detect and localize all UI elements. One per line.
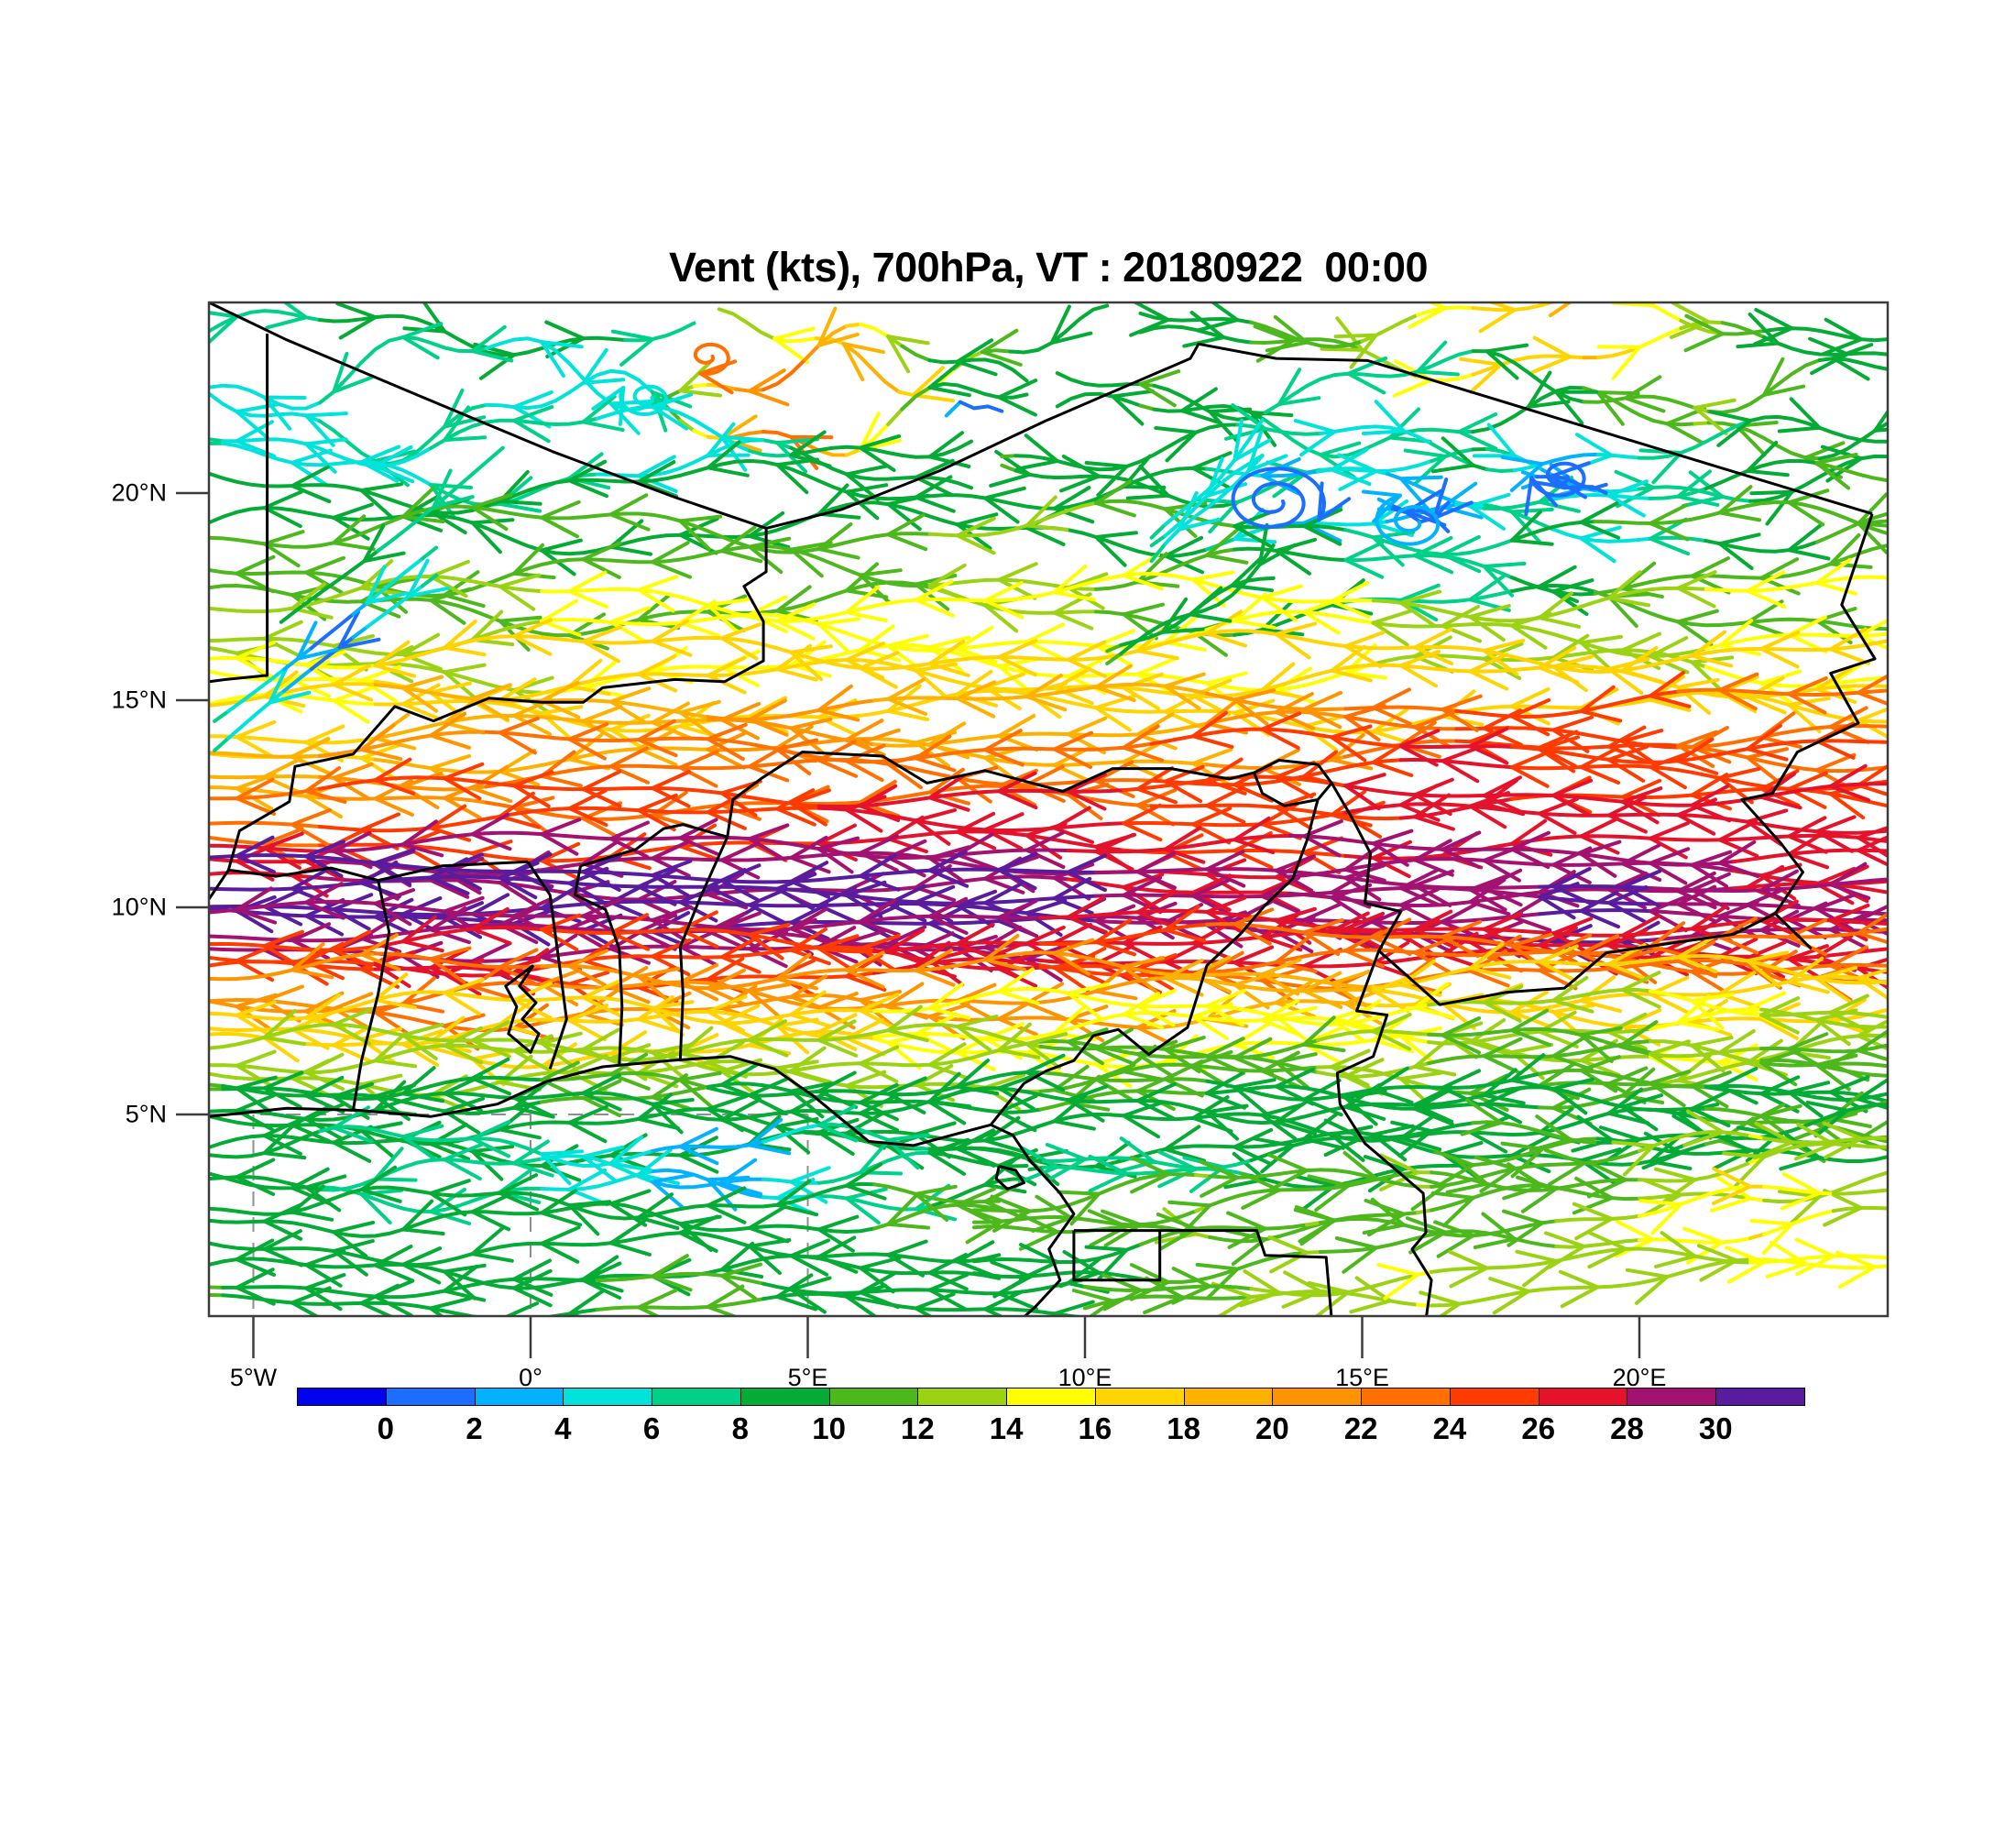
colorbar-tick-label: 30 (1698, 1411, 1733, 1445)
lon-tick-label: 0° (519, 1364, 542, 1391)
border-ghana-togo (526, 861, 568, 1070)
colorbar-tick-label: 26 (1521, 1411, 1556, 1445)
border-chad-sudan (1740, 513, 1877, 950)
colorbar-tick-label: 18 (1167, 1411, 1200, 1445)
lon-tick-label: 20°E (1612, 1364, 1667, 1391)
border-togo-benin (573, 865, 624, 1065)
lon-tick-label: 5°E (787, 1364, 828, 1391)
colorbar-cell (385, 1388, 476, 1406)
border-gulf-of-guinea-coast (209, 1055, 1076, 1316)
border-chad-cameroon-car (1330, 782, 1776, 1006)
colorbar-cell (1449, 1388, 1539, 1406)
lon-tick-label: 5°W (229, 1364, 278, 1391)
border-bioko-island (994, 1165, 1025, 1191)
colorbar-tick-label: 2 (466, 1411, 483, 1445)
border-algeria-mali (209, 302, 767, 530)
colorbar-cell (474, 1388, 564, 1406)
colorbar-tick-label: 4 (554, 1411, 572, 1445)
colorbar-tick-label: 28 (1610, 1411, 1644, 1445)
border-algeria-niger-libya-chad (765, 342, 1873, 530)
colorbar-cell (740, 1388, 830, 1406)
border-cote-divoire-mali-south (228, 866, 378, 883)
border-nigeria-cameroon (990, 799, 1320, 1126)
colorbar-tick-label: 12 (900, 1411, 935, 1445)
colorbar-cell (1361, 1388, 1451, 1406)
colorbar-cell (917, 1388, 1008, 1406)
wind-streamlines (209, 302, 1888, 1316)
colorbar-cell (652, 1388, 741, 1406)
border-equatorial-guinea (1072, 1230, 1162, 1282)
colorbar-tick-label: 14 (989, 1411, 1024, 1445)
border-lake-chad (1253, 759, 1333, 807)
colorbar-tick-label: 0 (377, 1411, 394, 1445)
colorbar-tick-label: 22 (1343, 1411, 1378, 1445)
colorbar-cell (563, 1388, 653, 1406)
border-benin-nigeria (678, 836, 729, 1059)
lat-tick-label: 15°N (111, 686, 167, 714)
border-mali-niger-burkina (209, 528, 768, 900)
colorbar-cell (828, 1388, 919, 1406)
lon-tick-label: 10°E (1057, 1364, 1112, 1391)
map-frame (207, 301, 1890, 1318)
lon-tick-label: 15°E (1335, 1364, 1389, 1391)
lat-tick-label: 20°N (111, 478, 167, 507)
colorbar-tick-label: 6 (642, 1411, 661, 1445)
border-burkina-benin-niger (580, 823, 729, 868)
border-cote-divoire-ghana (351, 880, 391, 1111)
border-burkina-north-ghana (378, 860, 529, 883)
colorbar-cell (1538, 1388, 1628, 1406)
colorbar-cell (297, 1388, 387, 1406)
chart-title: Vent (kts), 700hPa, VT : 20180922 00:00 (669, 244, 1428, 291)
colorbar-cell (1627, 1388, 1717, 1406)
country-borders (209, 302, 1877, 1316)
colorbar-cell (1006, 1388, 1096, 1406)
colorbar-cell (1094, 1388, 1185, 1406)
axis-ticks (176, 491, 1641, 1358)
colorbar-tick-label: 16 (1078, 1411, 1112, 1445)
colorbar-tick-label: 10 (812, 1411, 846, 1445)
border-mauritania-mali (209, 334, 269, 684)
colorbar-cell (1183, 1388, 1274, 1406)
border-niger-nigeria (726, 751, 1255, 838)
colorbar (297, 1388, 1805, 1406)
colorbar-cell (1272, 1388, 1363, 1406)
border-lake-volta (504, 964, 541, 1054)
border-cameroon-car-congo (1335, 949, 1433, 1316)
lat-tick-label: 10°N (111, 893, 167, 921)
colorbar-cell (1715, 1388, 1805, 1406)
colorbar-tick-label: 24 (1432, 1411, 1467, 1445)
border-cameroon-south (1073, 1229, 1333, 1316)
colorbar-tick-label: 20 (1255, 1411, 1289, 1445)
colorbar-tick-label: 8 (731, 1411, 749, 1445)
lat-tick-label: 5°N (125, 1100, 167, 1128)
